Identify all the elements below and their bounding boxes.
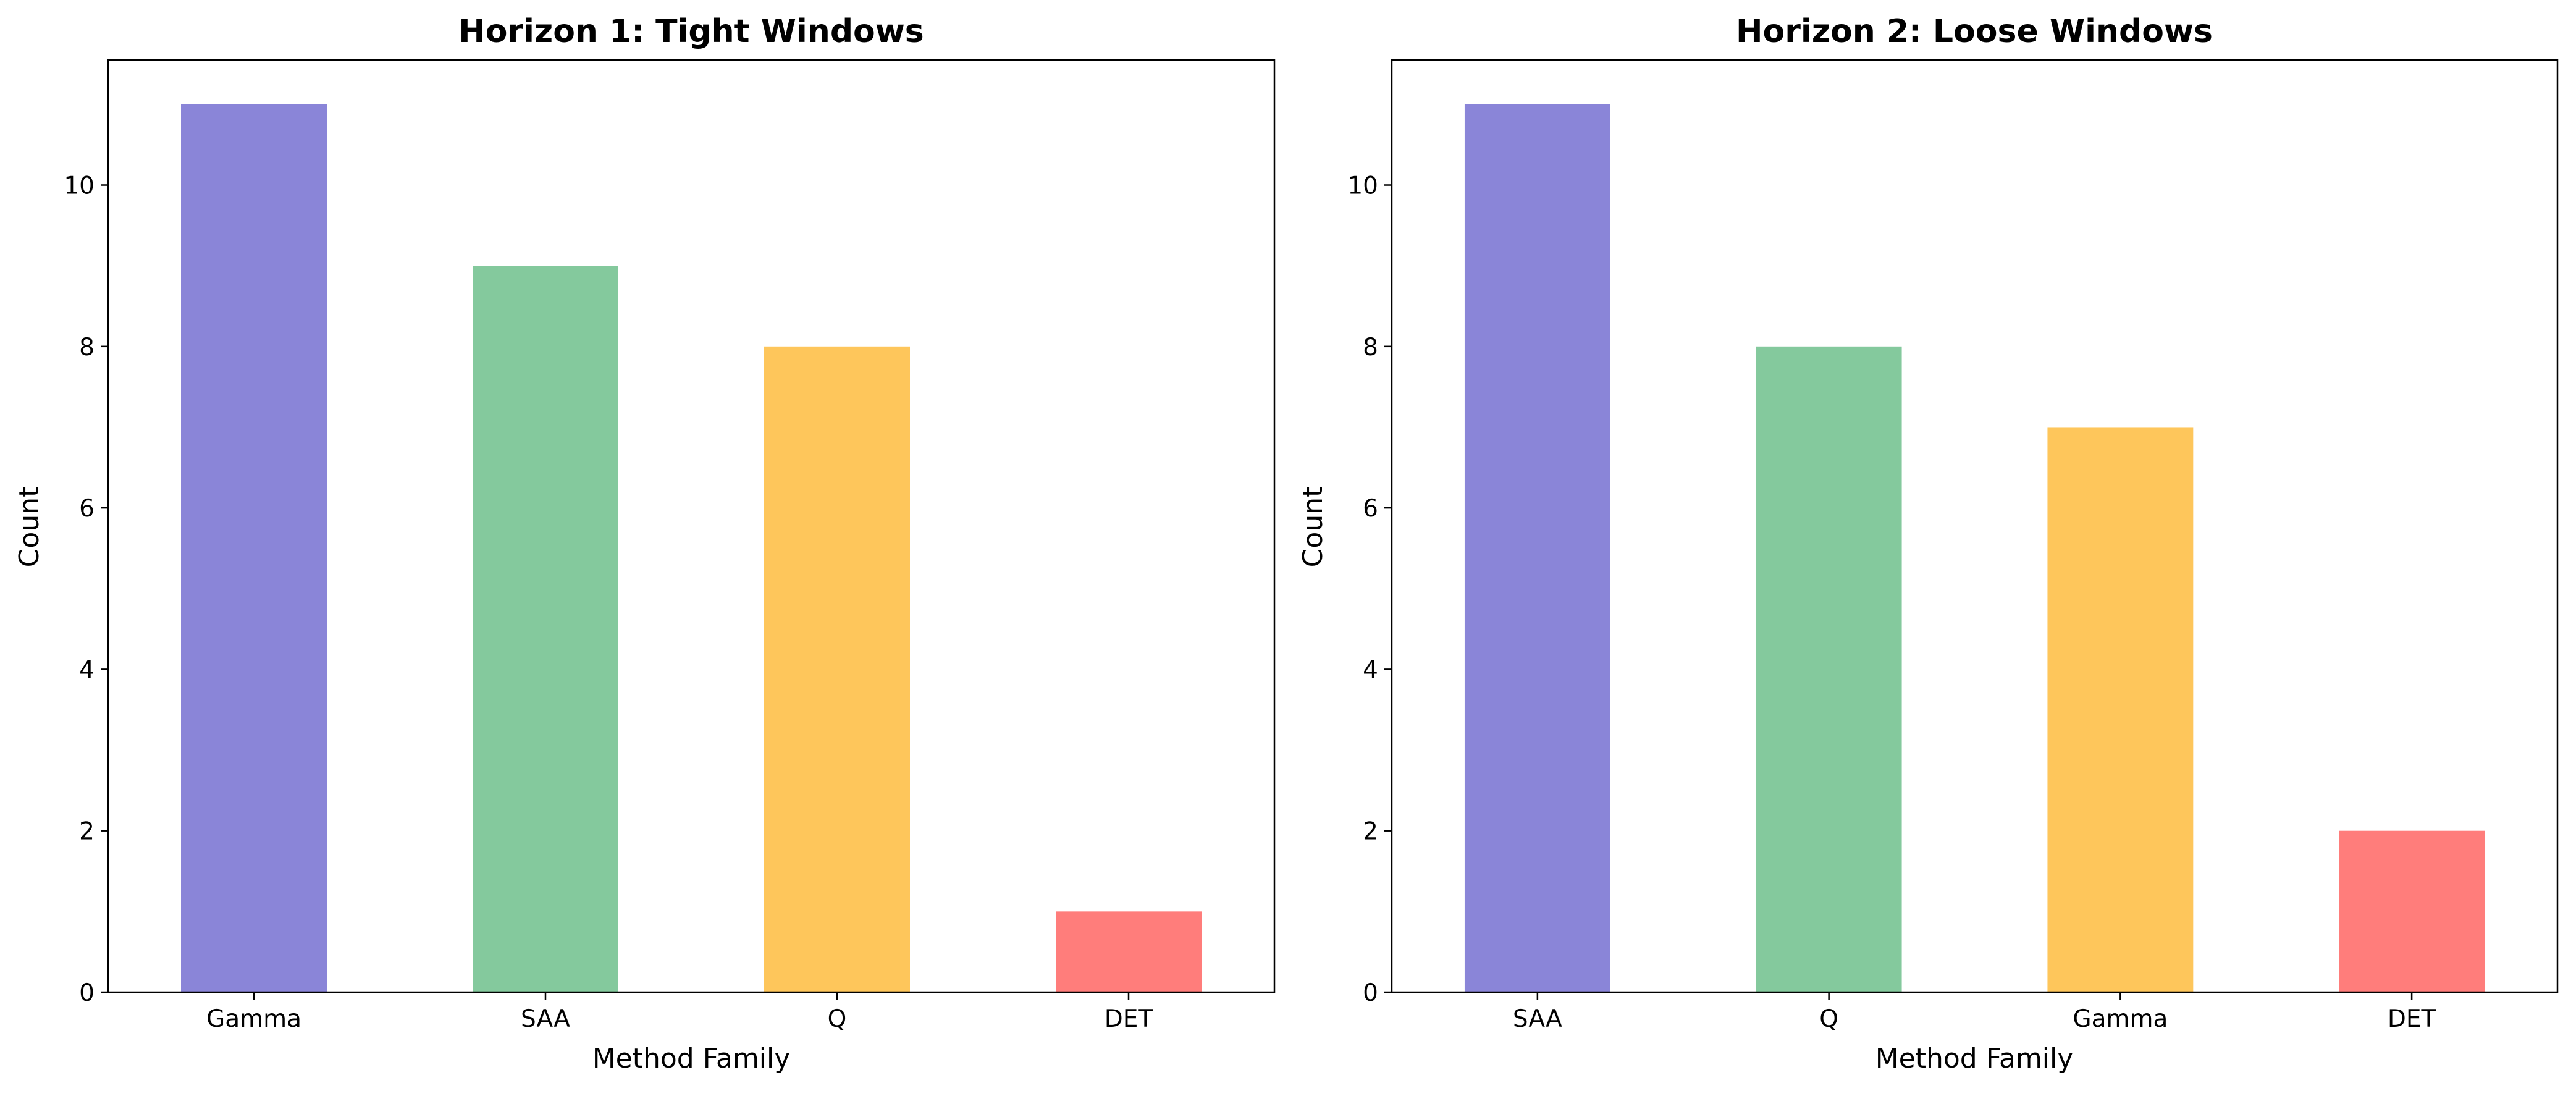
y-tick-label: 8 (1363, 334, 1378, 361)
x-tick-label: DET (2388, 1005, 2436, 1033)
y-axis-label: Count (14, 487, 45, 568)
x-tick-label: Q (1819, 1005, 1838, 1033)
x-tick-label: Gamma (206, 1005, 301, 1033)
chart-panel-horizon-1: Horizon 1: Tight Windows Method Family C… (14, 13, 1276, 1074)
bar-det (2339, 830, 2485, 992)
bar-saa (473, 266, 618, 992)
chart-title: Horizon 1: Tight Windows (458, 13, 924, 50)
y-tick-label: 10 (64, 172, 95, 200)
y-tick-label: 8 (79, 334, 95, 361)
x-tick-label: SAA (1513, 1005, 1562, 1033)
y-tick-label: 4 (79, 656, 95, 684)
bar-saa (1464, 104, 1610, 992)
x-tick-label: SAA (521, 1005, 570, 1033)
plot-frame (1391, 59, 2559, 993)
bar-gamma (181, 104, 327, 992)
y-tick-label: 2 (1363, 818, 1378, 846)
chart-panel-horizon-2: Horizon 2: Loose Windows Method Family C… (1297, 13, 2559, 1074)
bar-q (1756, 346, 1902, 992)
x-tick-label: DET (1105, 1005, 1153, 1033)
x-axis-label: Method Family (592, 1043, 791, 1074)
x-tick-label: Gamma (2073, 1005, 2168, 1033)
y-tick-label: 6 (1363, 495, 1378, 523)
y-tick-label: 2 (79, 818, 95, 846)
y-tick-label: 0 (79, 979, 95, 1007)
x-axis-label: Method Family (1875, 1043, 2074, 1074)
y-tick-label: 4 (1363, 656, 1378, 684)
y-tick-label: 6 (79, 495, 95, 523)
bar-gamma (2047, 427, 2194, 992)
y-tick-label: 10 (1347, 172, 1378, 200)
y-tick-label: 0 (1363, 979, 1378, 1007)
bar-q (764, 346, 910, 992)
plot-frame (107, 59, 1276, 993)
chart-title: Horizon 2: Loose Windows (1736, 13, 2213, 50)
bar-det (1056, 911, 1202, 992)
x-tick-label: Q (828, 1005, 847, 1033)
y-axis-label: Count (1297, 487, 1329, 568)
